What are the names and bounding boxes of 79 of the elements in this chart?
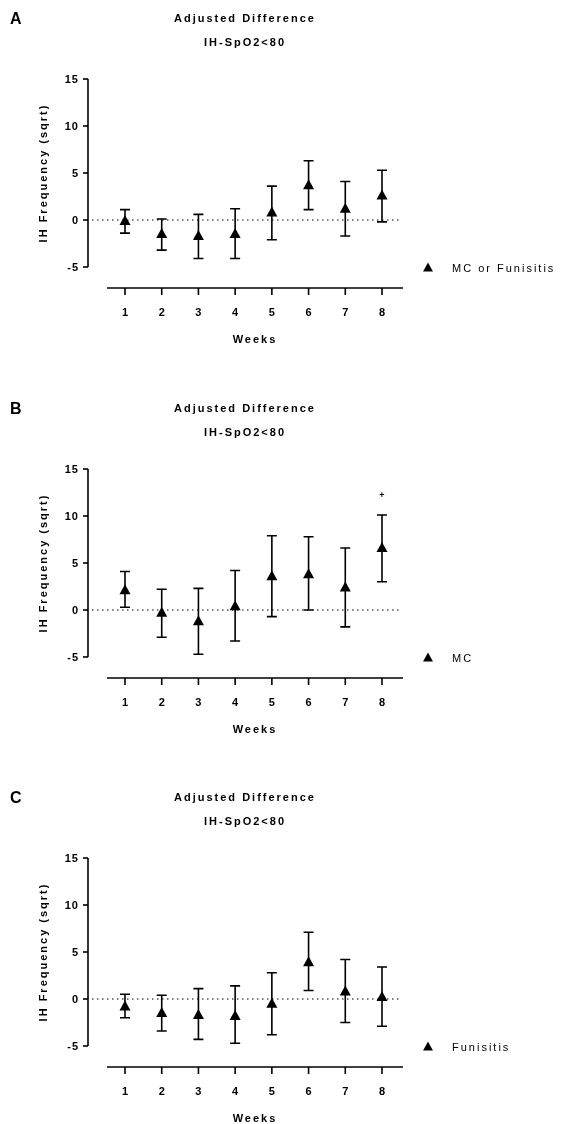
y-tick-label: 10 [64, 899, 79, 911]
x-tick-label: 7 [342, 1085, 349, 1097]
point [229, 228, 241, 239]
point [119, 1000, 131, 1011]
x-tick-label: 3 [195, 1085, 202, 1097]
chart-subtitle: IH-SpO2<80 [203, 426, 287, 438]
legend-label: MC [452, 652, 474, 664]
y-tick-label: 15 [64, 852, 79, 864]
y-tick-label: 0 [71, 993, 79, 1005]
y-tick-label: 0 [71, 214, 79, 226]
y-tick-label: -5 [67, 1040, 79, 1052]
point [229, 1009, 241, 1020]
x-tick-label: 6 [305, 306, 312, 318]
point [156, 606, 168, 617]
point [266, 206, 278, 217]
x-tick-label: 1 [121, 1085, 129, 1097]
point [156, 1007, 168, 1018]
y-tick-label: 5 [71, 167, 79, 179]
y-tick-label: 15 [64, 73, 79, 85]
x-tick-label: 2 [158, 696, 165, 708]
x-tick-label: 3 [195, 306, 202, 318]
x-tick-label: 1 [121, 696, 129, 708]
x-axis-title: Weeks [232, 723, 278, 735]
x-tick-label: 5 [268, 1085, 275, 1097]
point [192, 615, 204, 626]
legend-label: MC or Funisitis [452, 262, 556, 274]
legend-label: Funisitis [452, 1041, 511, 1053]
x-tick-label: 4 [232, 306, 240, 318]
chart-title: Adjusted Difference [174, 12, 316, 24]
y-tick-label: 10 [64, 120, 79, 132]
y-tick-label: -5 [67, 651, 79, 663]
y-axis-title: IH Frequency (sqrt) [37, 493, 49, 633]
point [266, 997, 278, 1008]
x-tick-label: 8 [378, 696, 386, 708]
text: B [10, 400, 22, 417]
x-tick-label: 6 [305, 1085, 312, 1097]
x-tick-label: 2 [158, 306, 165, 318]
annotation: + [379, 490, 385, 501]
point [376, 991, 388, 1002]
x-tick-label: 8 [378, 1085, 386, 1097]
chart-title: Adjusted Difference [174, 402, 316, 414]
y-tick-label: 15 [64, 463, 79, 475]
x-tick-label: 1 [121, 306, 129, 318]
y-tick-label: -5 [67, 261, 79, 273]
point [119, 214, 131, 225]
x-tick-label: 7 [342, 696, 349, 708]
x-axis-title: Weeks [232, 1112, 278, 1124]
point [229, 600, 241, 611]
x-tick-label: 5 [268, 696, 275, 708]
y-tick-label: 5 [71, 946, 79, 958]
point [376, 541, 388, 552]
point [266, 570, 278, 581]
x-tick-label: 2 [158, 1085, 165, 1097]
x-tick-label: 8 [378, 306, 386, 318]
point [339, 581, 351, 592]
x-tick-label: 4 [232, 696, 240, 708]
text: A [10, 10, 22, 27]
x-tick-label: 5 [268, 306, 275, 318]
point [156, 228, 168, 239]
x-axis-title: Weeks [232, 333, 278, 345]
chart-subtitle: IH-SpO2<80 [203, 815, 287, 827]
point [376, 189, 388, 200]
y-axis-title: IH Frequency (sqrt) [37, 882, 49, 1022]
x-tick-label: 7 [342, 306, 349, 318]
x-tick-label: 3 [195, 696, 202, 708]
y-tick-label: 10 [64, 510, 79, 522]
y-tick-label: 0 [71, 604, 79, 616]
point [303, 568, 315, 579]
point [303, 179, 315, 190]
point [339, 202, 351, 213]
chart-subtitle: IH-SpO2<80 [203, 36, 287, 48]
point [303, 956, 315, 967]
chart-title: Adjusted Difference [174, 791, 316, 803]
text: C [10, 789, 22, 806]
y-tick-label: 5 [71, 557, 79, 569]
point [119, 584, 131, 595]
y-axis-title: IH Frequency (sqrt) [37, 103, 49, 243]
x-tick-label: 4 [232, 1085, 240, 1097]
x-tick-label: 6 [305, 696, 312, 708]
